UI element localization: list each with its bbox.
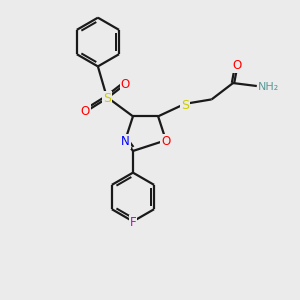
Text: S: S <box>181 99 189 112</box>
Text: NH₂: NH₂ <box>258 82 280 92</box>
Text: O: O <box>161 135 170 148</box>
Text: O: O <box>81 105 90 119</box>
Text: O: O <box>232 59 241 72</box>
Text: O: O <box>121 78 130 91</box>
Text: N: N <box>121 135 130 148</box>
Text: F: F <box>130 216 136 230</box>
Text: S: S <box>103 92 111 105</box>
